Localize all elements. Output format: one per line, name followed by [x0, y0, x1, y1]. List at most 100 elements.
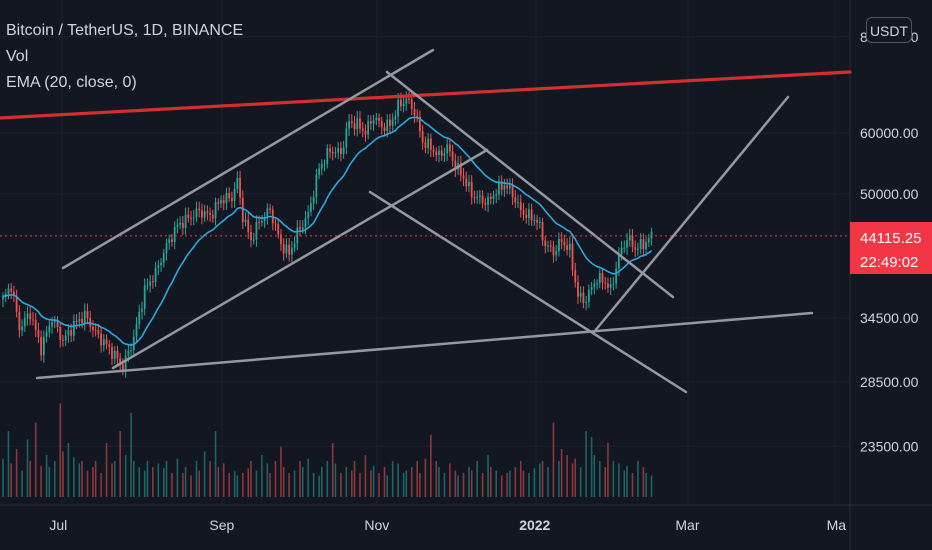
- candle-body: [252, 239, 255, 241]
- candle-body: [13, 291, 15, 297]
- candle-body: [70, 330, 73, 336]
- downtrend-lower-line[interactable]: [368, 190, 688, 394]
- candle-body: [427, 138, 429, 148]
- candle-body: [225, 193, 228, 204]
- support-line[interactable]: [35, 311, 814, 380]
- x-tick-label: Sep: [209, 517, 234, 533]
- volume-bar: [353, 461, 356, 497]
- candle-body: [78, 319, 81, 322]
- candle-body: [337, 148, 340, 153]
- channel-upper-line[interactable]: [61, 48, 435, 270]
- candle-body: [639, 239, 642, 249]
- volume-bar: [250, 461, 252, 497]
- volume-bar: [397, 463, 399, 497]
- volume-indicator-label[interactable]: Vol: [6, 48, 29, 65]
- volume-bar: [571, 463, 574, 497]
- current-price-label: 44115.25: [860, 230, 921, 247]
- volume-bar: [405, 470, 408, 497]
- candle-body: [598, 273, 601, 284]
- breakout-line[interactable]: [592, 95, 790, 334]
- candle-body: [231, 197, 233, 201]
- volume-bar: [481, 473, 484, 497]
- candle-body: [484, 202, 487, 205]
- candle-body: [536, 219, 538, 223]
- volume-bar: [59, 403, 62, 497]
- volume-bar: [255, 470, 258, 497]
- volume-bar: [539, 463, 541, 497]
- candle-body: [26, 313, 29, 319]
- candle-body: [171, 239, 173, 242]
- candle-body: [617, 254, 620, 269]
- volume-bar: [334, 463, 337, 497]
- candle-body: [195, 208, 198, 218]
- candle-body: [293, 243, 296, 248]
- volume-bar: [386, 475, 389, 497]
- currency-button[interactable]: USDT: [866, 17, 912, 43]
- candle-body: [310, 203, 312, 212]
- candle-body: [119, 358, 122, 365]
- candle-body: [56, 320, 59, 328]
- volume-bar: [547, 467, 549, 497]
- candle-body: [419, 117, 421, 132]
- candle-body: [241, 197, 244, 223]
- candle-body: [465, 178, 468, 187]
- volume-bar: [266, 463, 269, 497]
- candle-body: [345, 128, 348, 148]
- candle-body: [634, 247, 637, 250]
- candle-body: [130, 350, 132, 352]
- volume-bar: [146, 461, 149, 497]
- y-tick-label: 28500.00: [860, 374, 919, 390]
- volume-bar: [29, 461, 32, 497]
- candle-body: [459, 163, 462, 176]
- volume-bar: [326, 461, 329, 497]
- volume-bar: [558, 461, 560, 497]
- volume-bar: [468, 467, 470, 497]
- candle-body: [413, 108, 416, 116]
- volume-bar: [165, 461, 168, 497]
- candle-body: [587, 290, 590, 303]
- volume-bar: [133, 461, 135, 497]
- time-axis[interactable]: Jul Sep Nov 2022 Mar Ma: [49, 517, 846, 533]
- volume-bar: [86, 470, 89, 497]
- candle-body: [596, 283, 598, 285]
- candle-body: [394, 116, 397, 120]
- volume-bar: [402, 473, 405, 497]
- candle-body: [190, 218, 192, 220]
- candle-body: [154, 267, 157, 283]
- candle-body: [470, 181, 473, 198]
- candle-body: [318, 168, 320, 175]
- volume-bar: [45, 455, 48, 497]
- candle-body: [378, 118, 380, 121]
- volume-bar: [190, 475, 192, 497]
- volume-bar: [94, 461, 97, 497]
- candle-body: [301, 227, 304, 230]
- volume-bar: [449, 463, 451, 497]
- candle-body: [203, 211, 206, 218]
- candle-body: [555, 251, 558, 256]
- volume-bar: [598, 461, 601, 497]
- volume-bar: [383, 467, 386, 497]
- downtrend-upper-line[interactable]: [385, 70, 675, 299]
- candle-body: [42, 336, 45, 356]
- ema-indicator-label[interactable]: EMA (20, close, 0): [6, 74, 137, 91]
- volume-bar: [203, 451, 206, 497]
- volume-bar: [645, 473, 647, 497]
- candle-body: [631, 235, 634, 248]
- candle-body: [299, 227, 301, 230]
- resistance-line[interactable]: [0, 70, 852, 120]
- channel-lower-line[interactable]: [111, 148, 489, 370]
- candle-body: [391, 119, 394, 126]
- volume-bar: [372, 465, 375, 497]
- symbol-title[interactable]: Bitcoin / TetherUS, 1D, BINANCE: [6, 22, 244, 39]
- candle-body: [399, 99, 402, 107]
- candle-body: [331, 151, 334, 154]
- volume-bar: [391, 461, 394, 497]
- volume-bar: [124, 455, 127, 497]
- current-price-box: [850, 222, 932, 274]
- trendline-drawings[interactable]: [0, 48, 852, 394]
- candle-body: [582, 292, 585, 303]
- volume-bar: [495, 470, 498, 497]
- volume-bar: [560, 449, 563, 497]
